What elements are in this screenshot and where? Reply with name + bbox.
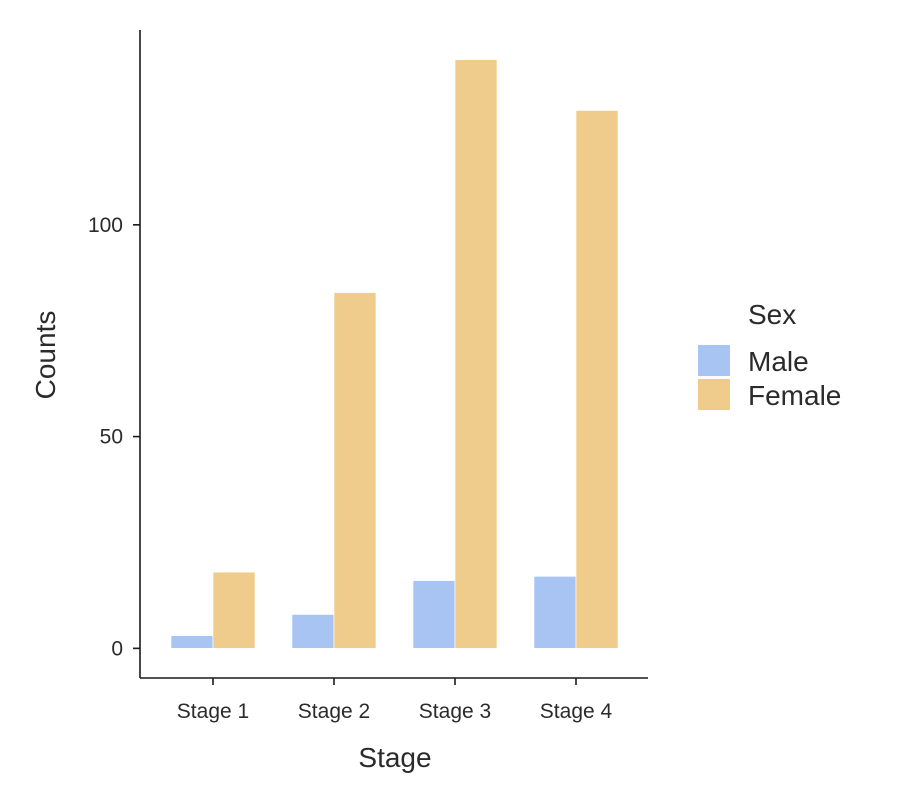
- legend-title: Sex: [748, 299, 796, 330]
- bar-male-2: [291, 614, 335, 649]
- bar-male-1: [170, 635, 214, 649]
- bar-female-4: [575, 110, 619, 649]
- legend-label-male: Male: [748, 346, 809, 377]
- bar-female-2: [333, 292, 377, 649]
- y-tick-label: 50: [100, 426, 123, 449]
- bars-group: [170, 59, 619, 649]
- x-tick-label: Stage 3: [419, 700, 491, 723]
- y-tick-label: 0: [111, 637, 123, 660]
- bar-male-3: [412, 580, 456, 649]
- y-axis: 0 50 100: [88, 30, 141, 678]
- x-tick-label: Stage 4: [540, 700, 613, 723]
- bar-male-4: [533, 576, 577, 649]
- x-tick-label: Stage 2: [298, 700, 370, 723]
- bar-female-1: [212, 571, 256, 649]
- y-tick-label: 100: [88, 214, 123, 237]
- legend-key-male: [698, 345, 730, 376]
- legend-label-female: Female: [748, 380, 841, 411]
- bar-female-3: [454, 59, 498, 649]
- x-axis: Stage 1 Stage 2 Stage 3 Stage 4: [140, 677, 648, 723]
- x-tick-label: Stage 1: [177, 700, 249, 723]
- y-axis-title: Counts: [30, 311, 61, 400]
- x-axis-title: Stage: [358, 742, 431, 773]
- legend-key-female: [698, 379, 730, 410]
